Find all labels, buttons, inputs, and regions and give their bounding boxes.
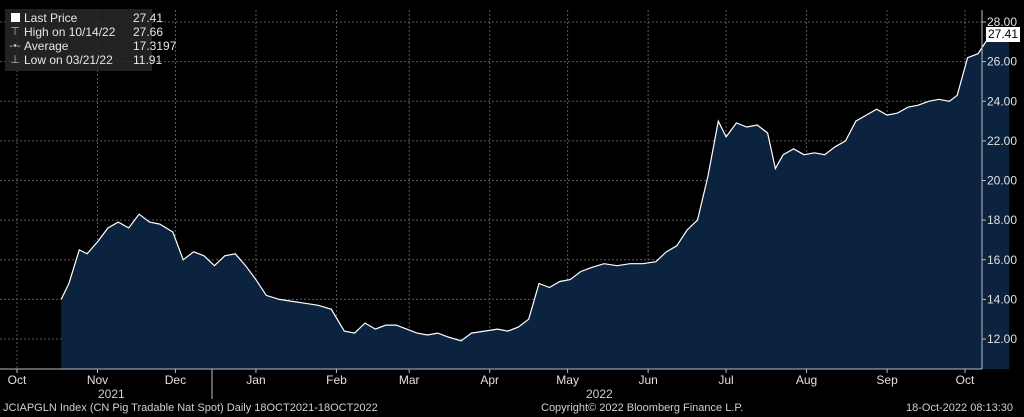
y-tick-label-6: 24.00 <box>987 94 1017 108</box>
y-tick-label-7: 26.00 <box>987 55 1017 69</box>
x-tick-label-0: Oct <box>8 373 27 387</box>
y-tick-label-5: 22.00 <box>987 134 1017 148</box>
last-price-marker: 27.41 <box>986 27 1020 42</box>
legend-average: -•- Average 17.3197 <box>9 39 176 53</box>
x-tick-label-7: May <box>556 373 579 387</box>
low-marker-icon: ⊥ <box>10 54 20 66</box>
legend-average-value: 17.3197 <box>133 39 177 53</box>
legend-high-value: 27.66 <box>133 25 164 39</box>
y-tick-label-2: 16.00 <box>987 253 1017 267</box>
x-tick-label-8: Jun <box>638 373 657 387</box>
y-tick-label-4: 20.00 <box>987 174 1017 188</box>
x-tick-label-5: Mar <box>399 373 420 387</box>
x-tick-label-1: Nov <box>87 373 108 387</box>
x-tick-label-3: Jan <box>246 373 265 387</box>
x-tick-label-11: Sep <box>876 373 898 387</box>
legend-low-label: Low on 03/21/22 <box>24 53 113 67</box>
legend-average-label: Average <box>24 39 69 53</box>
x-tick-label-4: Feb <box>326 373 347 387</box>
legend-low-value: 11.91 <box>133 53 163 67</box>
axes <box>0 10 983 399</box>
y-tick-label-8: 28.00 <box>987 15 1017 29</box>
y-tick-label-0: 12.00 <box>987 332 1017 346</box>
average-marker-icon: -•- <box>9 40 21 52</box>
high-marker-icon: ⊤ <box>10 26 20 38</box>
footer-timestamp: 18-Oct-2022 08:13:30 <box>906 402 1014 414</box>
year-label-2021: 2021 <box>98 387 125 401</box>
legend-high: ⊤ High on 10/14/22 27.66 <box>9 25 163 39</box>
price-area <box>61 28 1010 369</box>
y-tick-labels: 12.00 14.00 16.00 18.00 20.00 22.00 24.00 26.00… <box>982 15 1017 346</box>
x-tick-label-9: Jul <box>718 373 733 387</box>
legend-last-price-label: Last Price <box>24 11 78 25</box>
year-label-2022: 2022 <box>586 387 613 401</box>
footer-copyright: Copyright© 2022 Bloomberg Finance L.P. <box>541 402 744 414</box>
legend: Last Price 27.41 ⊤ High on 10/14/22 27.6… <box>5 9 176 71</box>
x-tick-label-6: Apr <box>480 373 499 387</box>
y-tick-label-3: 18.00 <box>987 213 1017 227</box>
legend-last-price-value: 27.41 <box>133 11 164 25</box>
legend-low: ⊥ Low on 03/21/22 11.91 <box>9 53 162 67</box>
legend-last-price: Last Price 27.41 <box>9 11 163 25</box>
x-tick-label-12: Oct <box>956 373 975 387</box>
y-tick-label-1: 14.00 <box>987 292 1017 306</box>
x-tick-labels: Oct Nov Dec Jan Feb Mar Apr May Jun Jul Aug Sep Oct <box>8 369 975 387</box>
footer-security: JCIAPGLN Index (CN Pig Tradable Nat Spot… <box>3 402 378 414</box>
last-price-swatch-icon <box>9 11 21 25</box>
legend-high-label: High on 10/14/22 <box>24 25 116 39</box>
x-tick-label-10: Aug <box>796 373 817 387</box>
price-line <box>60 27 1010 342</box>
x-tick-label-2: Dec <box>165 373 186 387</box>
